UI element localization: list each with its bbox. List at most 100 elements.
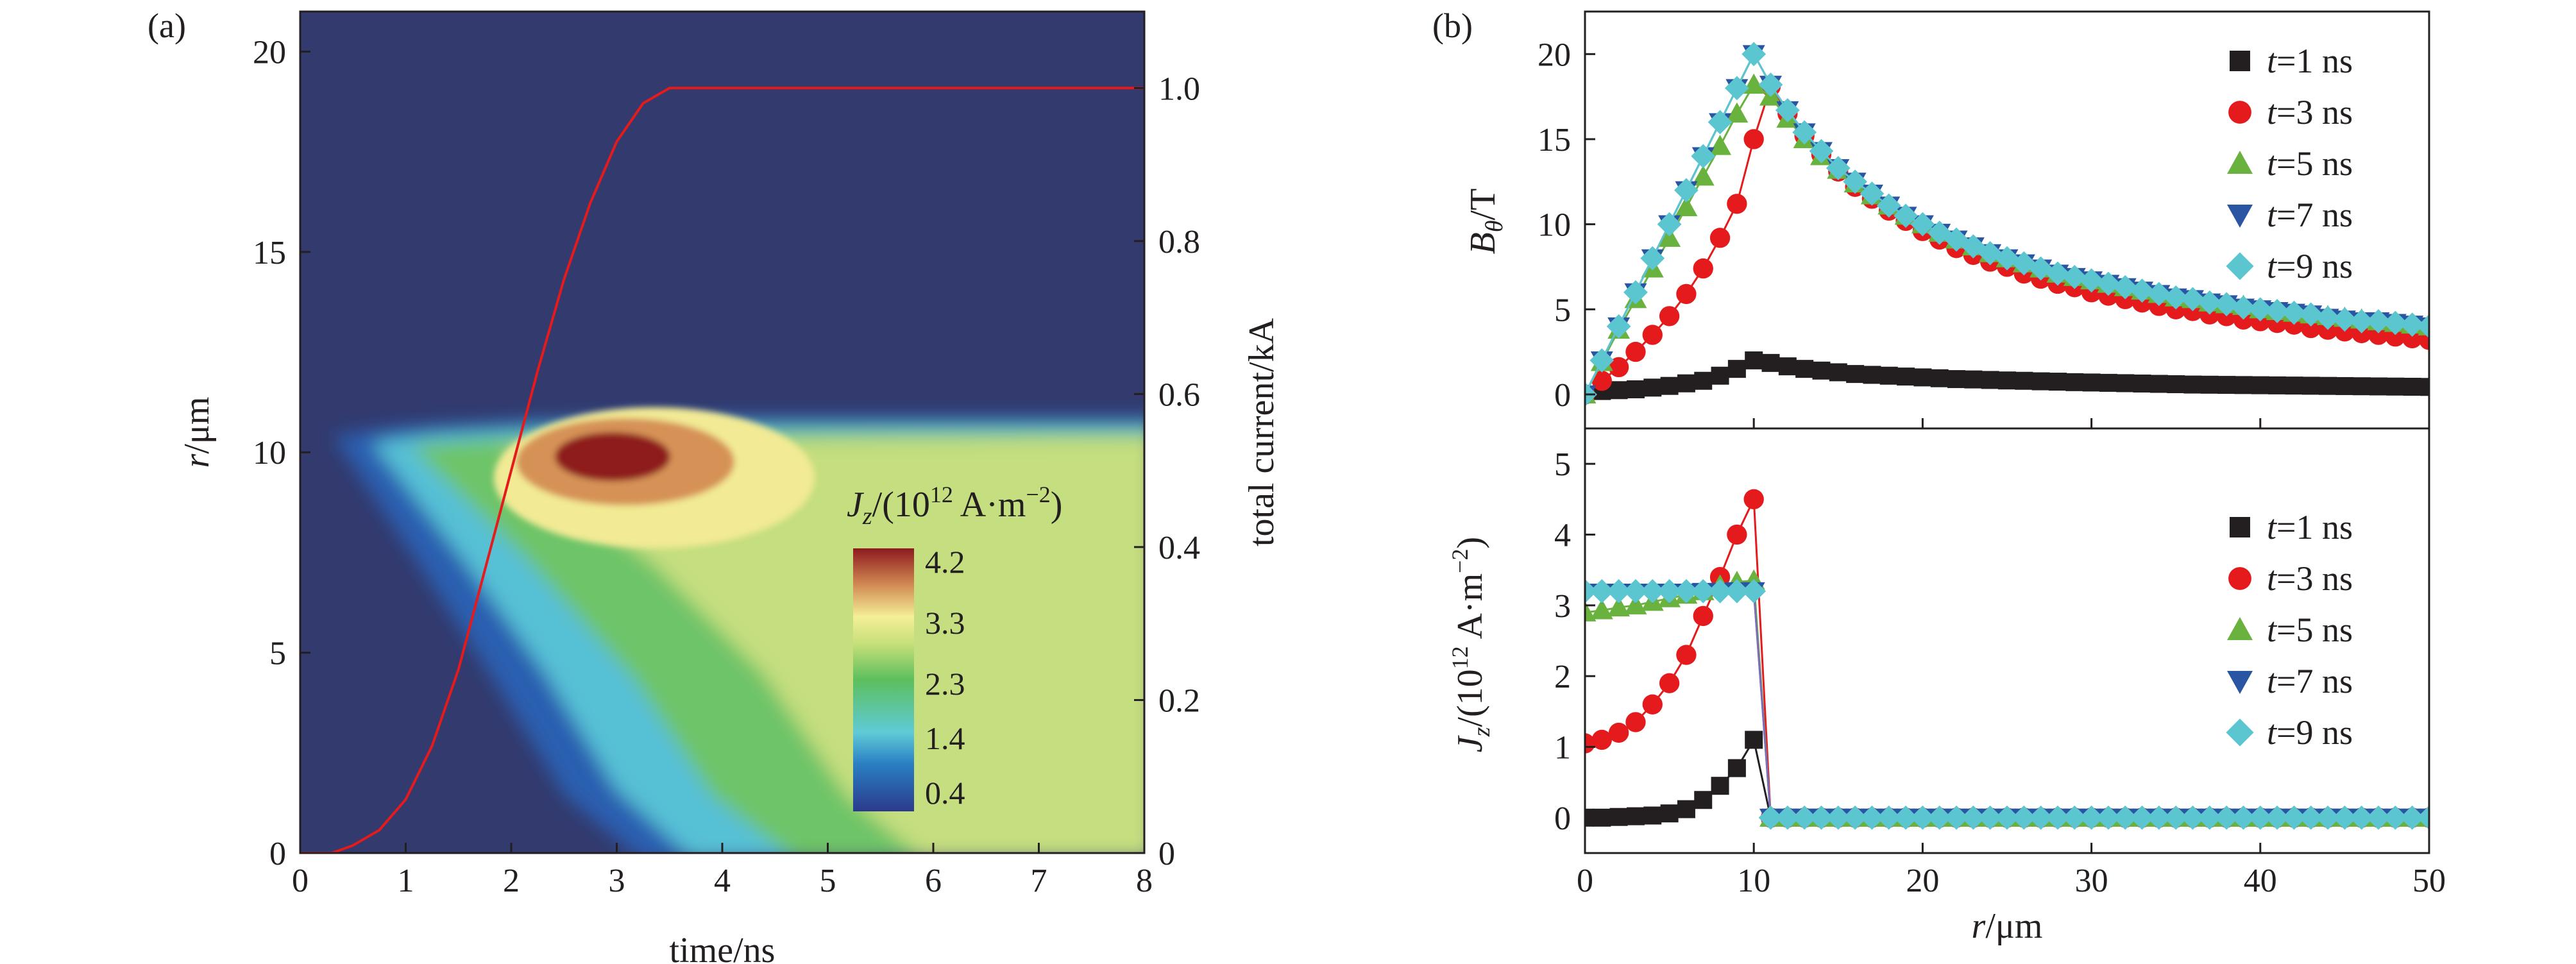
y2-tick-label-a: 0.6	[1158, 376, 1200, 413]
point-bottom-4	[1674, 579, 1699, 604]
point-bottom-4	[2332, 805, 2357, 830]
point-top-4	[1894, 203, 1918, 228]
point-bottom-2	[1607, 596, 1631, 617]
point-bottom-4	[2028, 805, 2053, 830]
point-bottom-4	[2113, 805, 2138, 830]
point-top-0	[2149, 375, 2168, 393]
point-top-4	[1707, 110, 1733, 135]
point-bottom-4	[1876, 805, 1901, 830]
x-tick-label-b: 40	[2244, 863, 2277, 899]
total-current-line	[300, 87, 1144, 853]
point-top-0	[1964, 370, 1983, 389]
point-top-0	[2048, 373, 2067, 391]
point-bottom-0	[1609, 808, 1628, 826]
point-top-4	[2316, 305, 2340, 330]
point-bottom-4	[2164, 805, 2189, 830]
y-axis-label-a: r/μm	[177, 397, 217, 468]
point-bottom-4	[1741, 579, 1767, 604]
legend-marker-top-0	[2230, 51, 2250, 71]
x-tick-label-a: 3	[609, 863, 625, 899]
x-axis-label-a: time/ns	[670, 931, 775, 964]
legend-marker-bottom-1	[2228, 567, 2251, 590]
point-bottom-4	[2400, 805, 2425, 830]
x-tick-label-a: 1	[398, 863, 414, 899]
legend-label-top-3: t=7 ns	[2267, 196, 2353, 234]
point-top-0	[1998, 371, 2016, 390]
point-top-1	[1591, 371, 1613, 391]
panel-b-bottom-legend: t=1 ns t=3 ns t=5 ns t=7 ns t=9 ns	[2226, 508, 2353, 752]
legend-marker-bottom-0	[2230, 517, 2250, 537]
point-bottom-4	[1843, 805, 1868, 830]
point-top-4	[1876, 193, 1901, 218]
point-bottom-4	[1724, 579, 1749, 604]
point-bottom-4	[1910, 805, 1935, 830]
colorbar-tick-4: 0.4	[925, 775, 965, 811]
point-bottom-4	[2214, 805, 2239, 830]
x-tick-label-b: 30	[2075, 863, 2108, 899]
point-top-0	[2268, 376, 2287, 394]
point-top-0	[2200, 375, 2219, 394]
point-top-4	[2180, 287, 2205, 312]
point-top-4	[1606, 314, 1631, 339]
y-tick-label-b-top: 15	[1538, 122, 1571, 158]
point-top-0	[2082, 373, 2101, 392]
y-tick-label-a: 0	[269, 836, 286, 872]
point-top-4	[1758, 72, 1783, 97]
y-tick-label-b-top: 10	[1538, 207, 1571, 244]
point-top-0	[1897, 368, 1915, 386]
point-top-0	[2167, 375, 2185, 394]
point-top-1	[1608, 357, 1629, 378]
point-top-4	[2248, 297, 2273, 322]
point-top-0	[2386, 377, 2405, 396]
point-top-0	[2116, 374, 2135, 393]
point-bottom-2	[1590, 599, 1613, 620]
point-top-0	[2285, 376, 2303, 395]
y-tick-label-b-bottom: 0	[1554, 800, 1571, 837]
point-top-0	[2319, 376, 2337, 395]
legend-marker-top-1	[2228, 101, 2251, 124]
x-axis-label-b: r/μm	[1972, 906, 2043, 946]
point-bottom-4	[2130, 805, 2155, 830]
point-top-4	[1927, 220, 1952, 245]
point-top-0	[2352, 377, 2371, 396]
point-top-4	[2028, 256, 2053, 281]
panel-b-bottom-marks	[1585, 489, 2429, 830]
legend-label-bottom-2: t=5 ns	[2267, 611, 2353, 649]
point-top-0	[1829, 363, 1847, 382]
point-bottom-4	[2062, 805, 2087, 830]
point-top-0	[1812, 361, 1831, 380]
y-tick-label-a: 5	[269, 636, 286, 672]
x-tick-label-b: 10	[1737, 863, 1770, 899]
x-tick-label-a: 2	[503, 863, 520, 899]
point-bottom-0	[1711, 777, 1729, 795]
y2-tick-label-a: 0.8	[1158, 224, 1200, 260]
point-bottom-4	[2316, 805, 2340, 830]
point-top-4	[1674, 178, 1699, 203]
legend-label-top-0: t=1 ns	[2267, 42, 2353, 80]
y-tick-label-a: 10	[253, 435, 286, 471]
point-bottom-4	[2046, 805, 2070, 830]
point-bottom-4	[1961, 805, 1986, 830]
point-top-4	[2332, 307, 2357, 332]
point-bottom-4	[1623, 579, 1648, 604]
x-tick-label-b: 50	[2412, 863, 2446, 899]
point-bottom-1	[1608, 722, 1629, 743]
point-top-0	[1643, 378, 1662, 397]
point-bottom-4	[1589, 579, 1614, 604]
panel-a-label: (a)	[148, 6, 186, 45]
point-bottom-4	[2383, 805, 2408, 830]
x-tick-label-b: 20	[1906, 863, 1939, 899]
point-top-4	[2062, 264, 2087, 289]
point-bottom-4	[1927, 805, 1952, 830]
legend-marker-top-2	[2227, 151, 2253, 174]
point-bottom-4	[2079, 805, 2104, 830]
point-top-4	[1657, 212, 1682, 237]
point-top-0	[1795, 360, 1814, 378]
colorbar: Jz/(1012 A·m−2) 4.2 3.3 2.3 1.4 0.4	[847, 482, 1062, 811]
point-top-0	[1879, 366, 1898, 385]
point-top-4	[2214, 292, 2239, 317]
legend-label-bottom-3: t=7 ns	[2267, 662, 2353, 700]
